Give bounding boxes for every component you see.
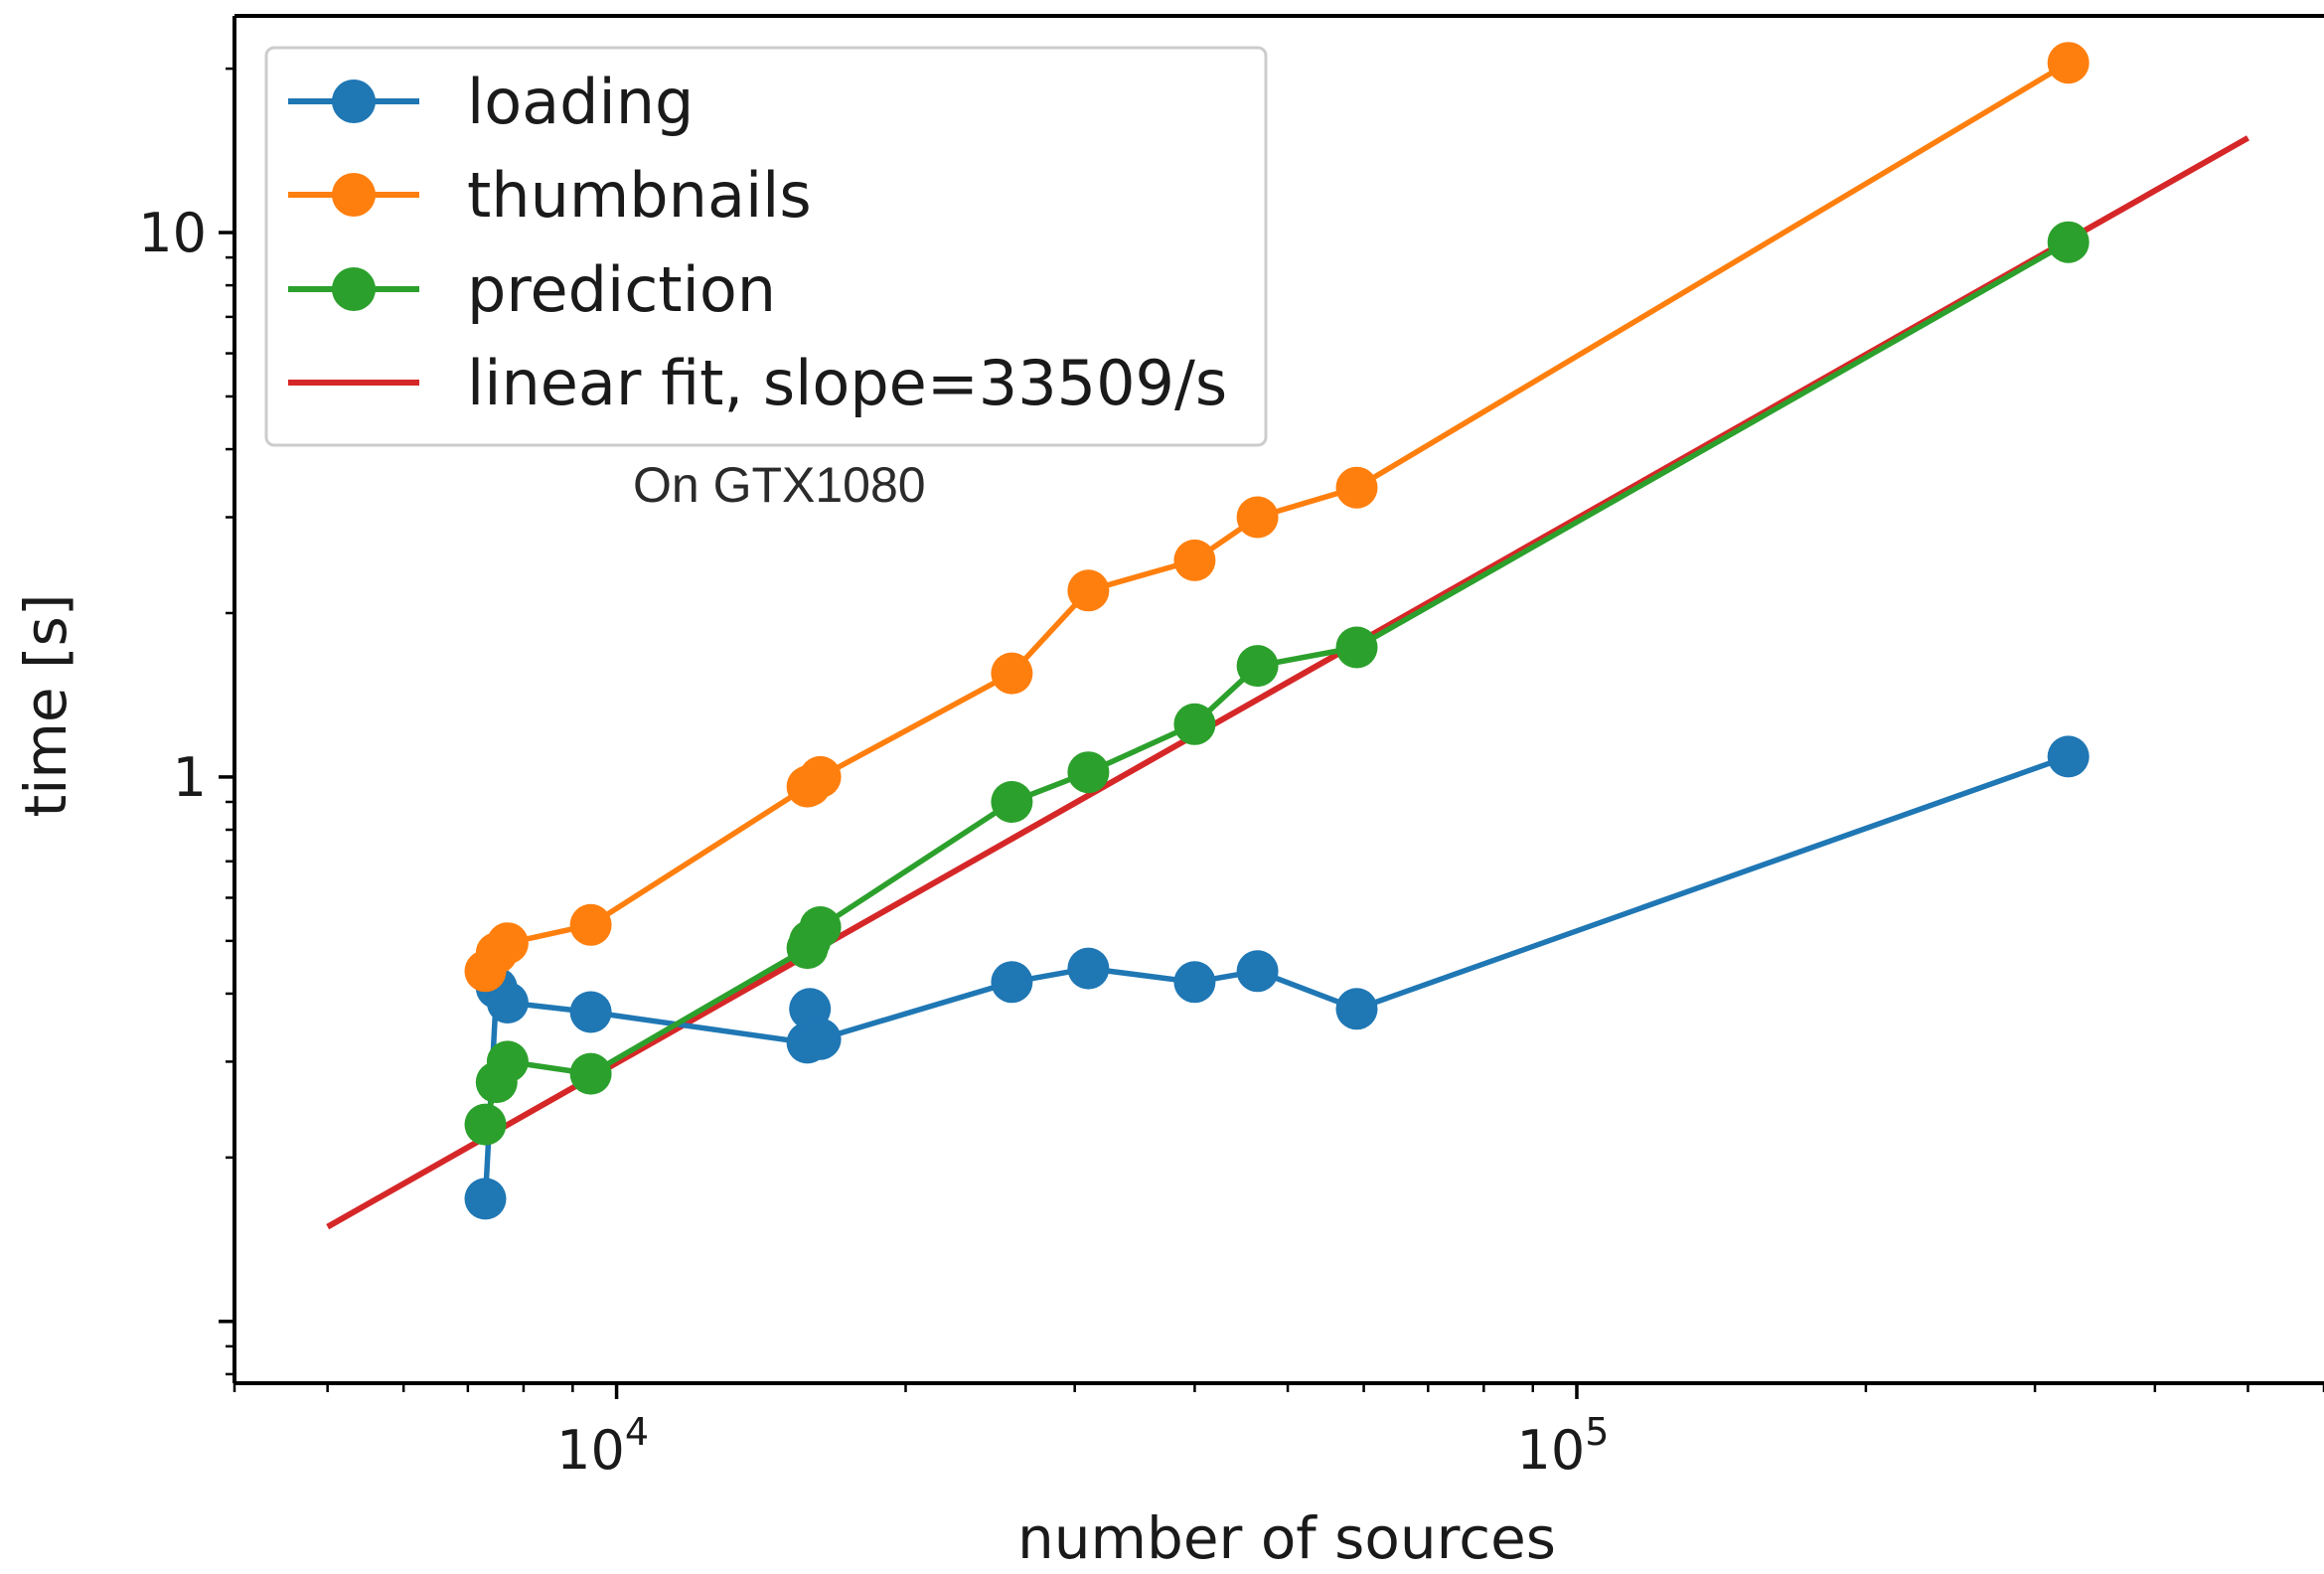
ticks-layer: 104 105 1 10 — [138, 67, 2324, 1482]
axes-frame — [232, 14, 2324, 1385]
legend: loading thumbnails prediction linear fit… — [264, 46, 1268, 447]
annotation-gpu: On GTX1080 — [633, 457, 926, 513]
legend-entry-prediction: prediction — [288, 253, 776, 326]
data-point — [1335, 626, 1378, 669]
legend-label-thumbnails: thumbnails — [467, 159, 812, 232]
legend-entry-linear-fit: linear fit, slope=33509/s — [288, 347, 1227, 419]
series-layer — [326, 42, 2249, 1230]
y-tick-label: 10 — [138, 202, 207, 264]
data-point — [1236, 645, 1279, 688]
series-prediction — [464, 221, 2090, 1146]
data-point — [486, 922, 529, 965]
data-point — [1236, 496, 1279, 539]
data-point — [1067, 751, 1110, 794]
legend-entry-loading: loading — [288, 66, 694, 138]
data-point — [464, 1178, 507, 1220]
x-tick-label: 105 — [1517, 1410, 1610, 1482]
data-point — [2047, 221, 2090, 263]
series-thumbnails — [464, 42, 2090, 993]
data-point — [1335, 988, 1378, 1030]
legend-label-loading: loading — [467, 66, 694, 138]
data-point — [2047, 735, 2090, 778]
data-point — [569, 991, 612, 1033]
y-tick-label: 1 — [173, 746, 207, 809]
data-point — [799, 906, 842, 948]
data-point — [1173, 539, 1216, 581]
legend-label-prediction: prediction — [467, 253, 776, 326]
data-point — [1067, 947, 1110, 990]
x-tick-label: 104 — [556, 1410, 649, 1482]
legend-box — [264, 46, 1268, 447]
data-point — [991, 652, 1033, 695]
data-point — [1173, 703, 1216, 745]
data-point — [2047, 42, 2090, 84]
data-point — [569, 1052, 612, 1095]
data-point — [1335, 466, 1378, 509]
legend-entry-thumbnails: thumbnails — [288, 159, 812, 232]
legend-label-linear-fit: linear fit, slope=33509/s — [467, 347, 1227, 419]
data-point — [799, 755, 842, 798]
series-loading — [464, 735, 2090, 1220]
data-point — [1173, 961, 1216, 1004]
data-point — [991, 781, 1033, 823]
data-point — [799, 1018, 842, 1060]
data-point — [569, 903, 612, 946]
x-axis-label: number of sources — [1017, 1504, 1556, 1572]
data-point — [1236, 950, 1279, 993]
y-axis-label: time [s] — [12, 594, 79, 818]
data-point — [1067, 569, 1110, 612]
data-point — [486, 1040, 529, 1083]
data-point — [464, 1103, 507, 1146]
data-point — [486, 982, 529, 1023]
data-point — [991, 961, 1033, 1004]
